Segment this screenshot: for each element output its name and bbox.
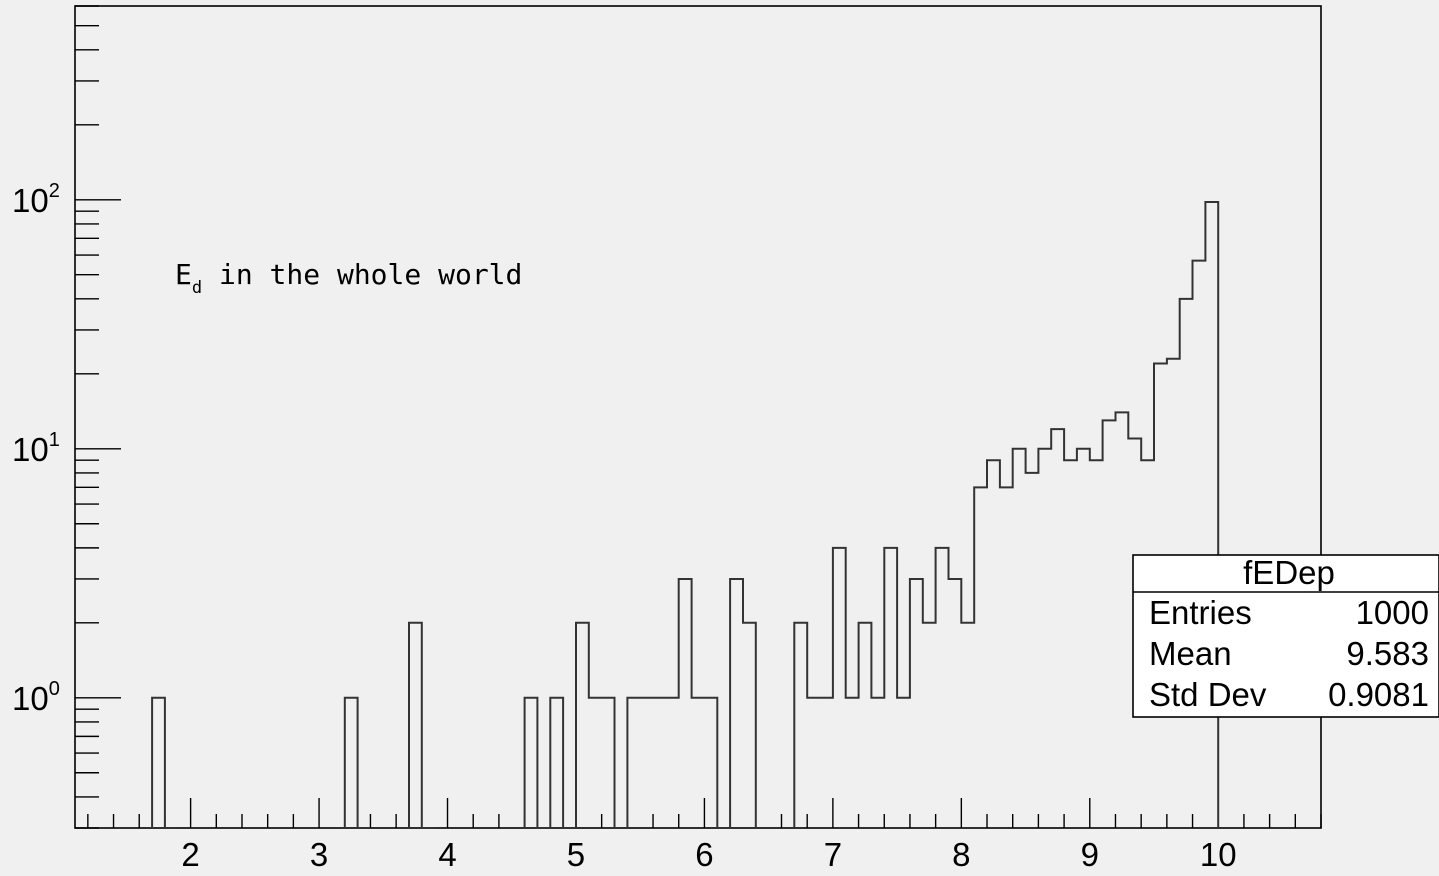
stats-box: fEDep Entries 1000 Mean 9.583 Std Dev 0.…	[1132, 554, 1439, 718]
histogram-line	[151, 201, 1220, 829]
x-tick-label: 4	[438, 836, 456, 871]
stats-value-mean: 9.583	[1346, 635, 1429, 672]
y-tick-label: 102	[12, 180, 60, 219]
x-tick-label: 3	[310, 836, 328, 871]
x-tick-label: 10	[1200, 836, 1237, 871]
plot-frame	[74, 5, 1322, 829]
annotation-sub: d	[192, 278, 202, 298]
y-tick-base: 10	[12, 680, 49, 717]
stats-label-mean: Mean	[1149, 635, 1232, 672]
y-tick-base: 10	[12, 431, 49, 468]
x-tick-label: 7	[824, 836, 842, 871]
y-tick-base: 10	[12, 182, 49, 219]
x-tick-label: 5	[567, 836, 585, 871]
x-tick-label: 9	[1081, 836, 1099, 871]
y-tick-exponent: 2	[49, 180, 60, 202]
stats-value-entries: 1000	[1356, 594, 1429, 631]
stats-label-stddev: Std Dev	[1149, 676, 1267, 713]
annotation-main: E	[175, 258, 192, 291]
stats-label-entries: Entries	[1149, 594, 1252, 631]
stats-value-stddev: 0.9081	[1328, 676, 1429, 713]
x-tick-labels: 2 3 4 5 6 7 8 9 10	[181, 836, 1237, 873]
stats-title: fEDep	[1243, 554, 1335, 591]
annotation-text: Ed in the whole world	[175, 258, 522, 298]
x-tick-label: 2	[181, 836, 199, 871]
y-tick-exponent: 0	[49, 678, 60, 700]
stats-box-frame	[1132, 554, 1439, 718]
y-tick-exponent: 1	[49, 429, 60, 451]
annotation-rest: in the whole world	[202, 258, 522, 291]
y-tick-label: 100	[12, 678, 60, 717]
x-tick-label: 6	[695, 836, 713, 871]
y-tick-label: 101	[12, 429, 60, 468]
x-tick-label: 8	[952, 836, 970, 871]
